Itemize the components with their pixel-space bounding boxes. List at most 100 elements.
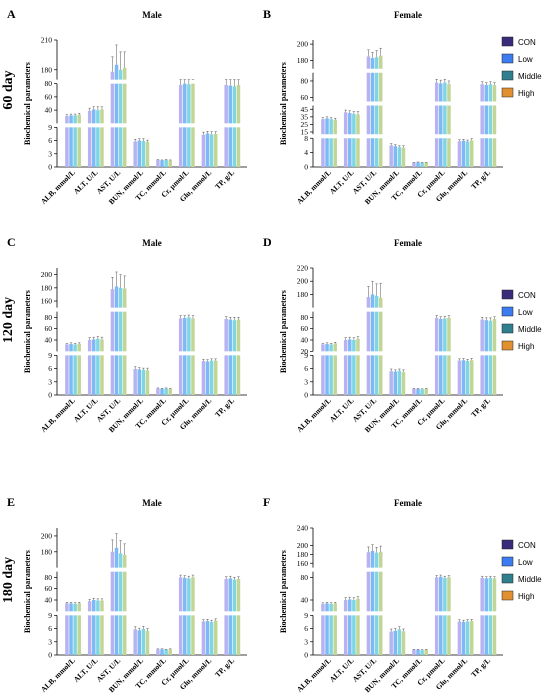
bar [92,109,96,124]
bar [232,86,237,124]
bar [325,138,329,167]
y-tick-label: 220 [297,264,309,273]
bar [348,355,352,395]
bar [492,615,497,655]
bar [133,629,137,655]
bar [370,58,375,69]
bar [329,603,333,612]
y-tick-label: 9 [48,123,52,132]
bar [393,630,398,655]
panel-letter: D [263,235,272,249]
bar [378,571,383,612]
chart-panel: E Male Biochemical parameters 0 3 6 9 40 60 80 180… [7,495,247,694]
y-tick-label: 200 [297,541,309,550]
bar [96,615,100,655]
bar [329,355,333,395]
bar [378,615,383,655]
bar [321,119,325,135]
bar [87,110,92,124]
y-tick-label: 200 [41,531,53,540]
legend-swatch [501,556,514,567]
bar [465,141,470,167]
bar [488,84,493,102]
bar [352,600,356,612]
bar [389,145,393,167]
y-tick-label: 80 [301,313,309,322]
bar [484,85,489,102]
bar [348,615,352,655]
bar [366,105,371,135]
bar [187,578,191,612]
y-tick-label: 200 [41,270,53,279]
bar [201,621,206,655]
bar [228,578,233,612]
bar [439,83,443,102]
bar [224,84,228,124]
bar [325,343,329,352]
bar [92,615,96,655]
row-label: 180 day [1,557,16,603]
bar [114,571,119,612]
bar [164,159,168,167]
bar [100,339,104,352]
row-label: 120 day [1,297,16,343]
bar [356,138,360,167]
bar [100,600,104,612]
bar [114,127,119,167]
y-tick-label: 6 [48,624,52,633]
bar [378,551,383,568]
y-tick-label: 180 [297,56,309,65]
bar [443,318,447,352]
bar [100,355,104,395]
y-tick-label: 35 [301,112,309,121]
bar [352,615,356,655]
bar [439,355,443,395]
bar [87,127,92,167]
y-tick-label: 200 [297,277,309,286]
bar [366,552,371,568]
bar [352,138,356,167]
legend-swatch [501,539,514,550]
y-tick-label: 6 [48,364,52,373]
bar [420,162,424,167]
bar [484,615,489,655]
bar [457,360,462,395]
chart-panel: F Female Biochemical parameters 0 3 6 9 40 80 160… [263,495,503,694]
bar [366,56,371,69]
bar [122,615,127,655]
y-tick-label: 9 [48,351,52,360]
legend-swatch [501,87,514,98]
bar [492,355,497,395]
bar [191,577,195,612]
bar [205,621,210,655]
bar [356,615,360,655]
bar [412,649,416,655]
bar [114,286,119,308]
bar [424,162,428,167]
bar [488,615,493,655]
x-tick-label: ALB, mmol/L [295,656,333,694]
x-tick-label: ALB, mmol/L [39,168,77,206]
bar [87,615,92,655]
legend-swatch [501,323,514,334]
bar [397,147,402,167]
bar [492,85,497,102]
y-tick-label: 6 [304,364,308,373]
bar [412,162,416,167]
bar [397,629,402,655]
bar [393,371,398,395]
bar [100,109,104,124]
bar [133,141,137,167]
legend-swatch [501,590,514,601]
y-tick-label: 9 [48,611,52,620]
legend-swatch [501,53,514,64]
legend: CON Low Middle High [501,539,542,601]
legend: CON Low Middle High [501,289,542,351]
bar [77,343,81,352]
bar [447,577,451,612]
bar [187,317,191,352]
bar [424,388,428,395]
bar [439,615,443,655]
y-tick-label: 160 [41,297,53,306]
bar [321,344,325,352]
